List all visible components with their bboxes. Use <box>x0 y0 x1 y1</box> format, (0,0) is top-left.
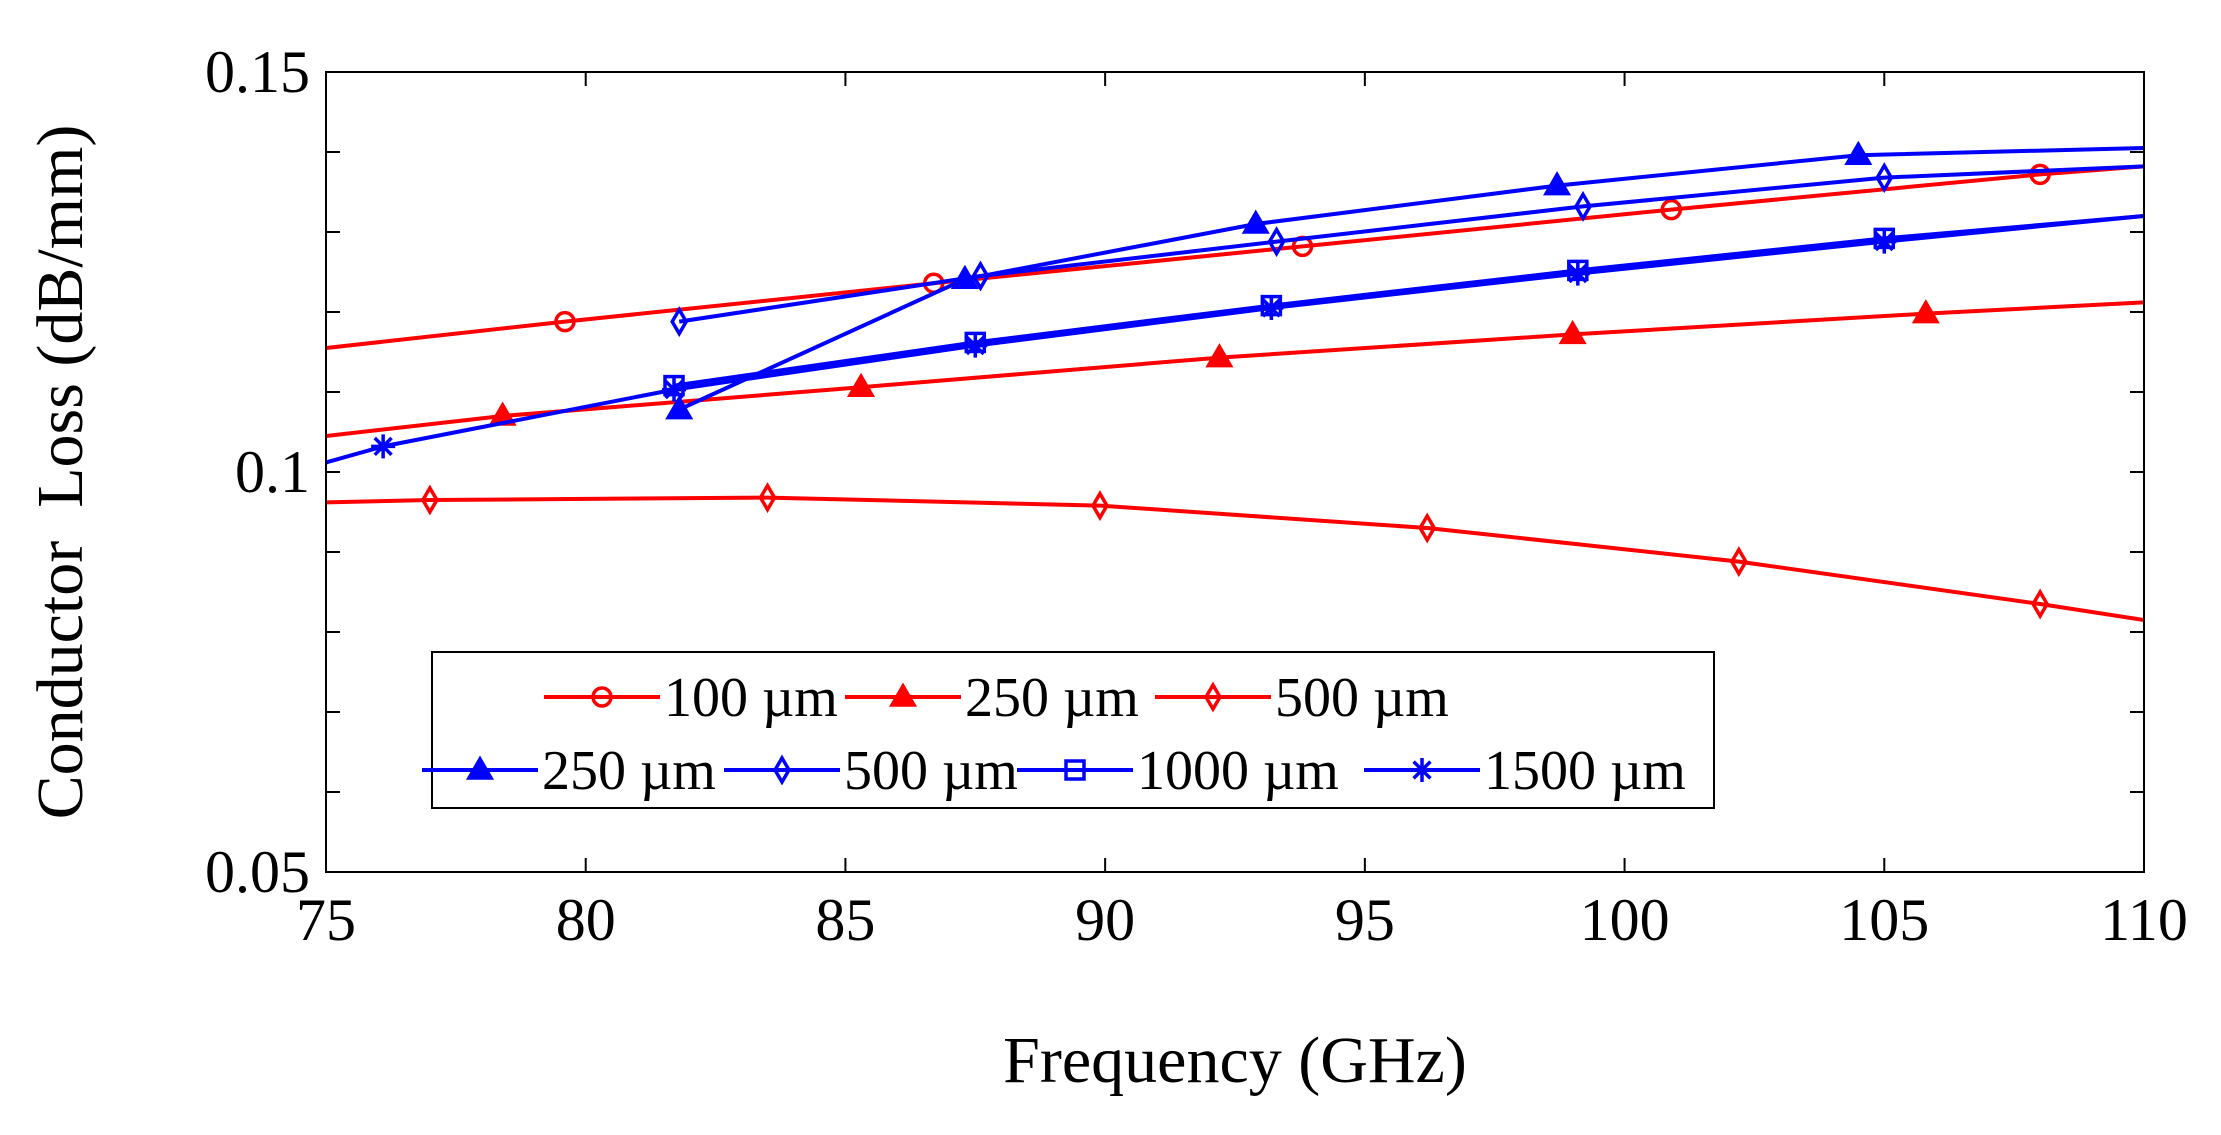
plot-frame <box>325 71 2145 873</box>
data-point <box>420 484 439 516</box>
x-tick-label: 80 <box>556 887 616 953</box>
data-point <box>846 372 876 397</box>
data-point <box>1543 171 1572 196</box>
legend-marker <box>1064 759 1086 781</box>
series-6 <box>326 214 2144 465</box>
legend-marker <box>591 686 613 708</box>
data-point <box>1090 490 1109 522</box>
legend-label: 100 µm <box>664 667 838 729</box>
legend-entry: 1000 µm <box>1017 740 1339 802</box>
data-point <box>1259 296 1284 320</box>
series-line <box>678 146 2144 412</box>
legend-marker <box>1410 758 1434 782</box>
series-4 <box>670 162 2144 338</box>
data-point <box>1205 343 1234 368</box>
legend-label: 500 µm <box>1275 667 1449 729</box>
x-axis-title: Frequency (GHz) <box>1003 1024 1467 1097</box>
y-tick-label: 0.05 <box>205 839 310 905</box>
data-point <box>971 260 990 292</box>
legend-marker <box>1203 681 1223 713</box>
x-tick-label: 105 <box>1839 887 1929 953</box>
x-tick-label: 100 <box>1580 887 1670 953</box>
data-point <box>1418 512 1437 544</box>
y-tick-label: 0.15 <box>205 39 310 105</box>
data-point <box>670 306 689 338</box>
data-point <box>371 434 396 459</box>
data-point <box>2029 163 2051 186</box>
series-1 <box>326 299 2144 438</box>
series-layer <box>326 140 2144 622</box>
legend-entry: 500 µm <box>724 740 1018 802</box>
legend-entries: 100 µm 250 µm 500 µm 250 µm 500 µm 1000 µm 150… <box>422 667 1686 802</box>
series-line <box>673 214 2144 388</box>
data-point <box>1729 546 1748 578</box>
data-point <box>2031 588 2050 620</box>
legend-marker <box>465 755 495 780</box>
legend-label: 250 µm <box>542 740 716 802</box>
data-point <box>1267 226 1286 258</box>
data-point <box>1660 198 1683 221</box>
legend-marker <box>888 682 918 707</box>
series-3 <box>665 140 2144 420</box>
x-tick-label: 85 <box>815 887 875 953</box>
data-point <box>1573 190 1593 222</box>
tick-label-layer: 75 80 85 90 95 100 105 110 0.05 0.1 0.15 <box>205 39 2188 953</box>
data-point <box>758 482 777 514</box>
data-point <box>1241 209 1270 234</box>
legend-box <box>431 651 1715 809</box>
series-line <box>326 495 2144 622</box>
series-line <box>326 214 2144 465</box>
data-point <box>1872 229 1897 254</box>
legend-label: 1000 µm <box>1137 740 1339 802</box>
legend-entry: 250 µm <box>845 667 1139 729</box>
x-tick-label: 95 <box>1335 887 1395 953</box>
data-point <box>1911 299 1940 324</box>
data-point <box>662 377 687 402</box>
legend-entry: 100 µm <box>544 667 838 729</box>
data-point <box>665 395 694 420</box>
y-tick-label: 0.1 <box>235 439 310 505</box>
series-line <box>326 164 2144 350</box>
data-point <box>963 333 988 358</box>
y-axis-title: Conductor Loss (dB/mm) <box>24 125 97 820</box>
x-tick-label: 90 <box>1075 887 1135 953</box>
data-point <box>1558 319 1587 345</box>
data-point <box>1844 140 1873 165</box>
legend-entry: 250 µm <box>422 740 716 802</box>
data-point <box>1875 162 1894 194</box>
legend-label: 500 µm <box>844 740 1018 802</box>
series-2 <box>326 482 2144 622</box>
x-tick-label: 75 <box>296 887 356 953</box>
legend-entry: 500 µm <box>1155 667 1449 729</box>
legend-label: 1500 µm <box>1484 740 1686 802</box>
legend-label: 250 µm <box>965 667 1139 729</box>
legend-marker <box>772 754 792 786</box>
series-line <box>678 164 2144 324</box>
data-point <box>554 310 576 333</box>
legend: 100 µm 250 µm 500 µm 250 µm 500 µm 1000 µm 150… <box>422 651 1715 809</box>
legend-entry: 1500 µm <box>1364 740 1686 802</box>
data-point <box>1565 261 1590 286</box>
x-tick-label: 110 <box>2100 887 2188 953</box>
